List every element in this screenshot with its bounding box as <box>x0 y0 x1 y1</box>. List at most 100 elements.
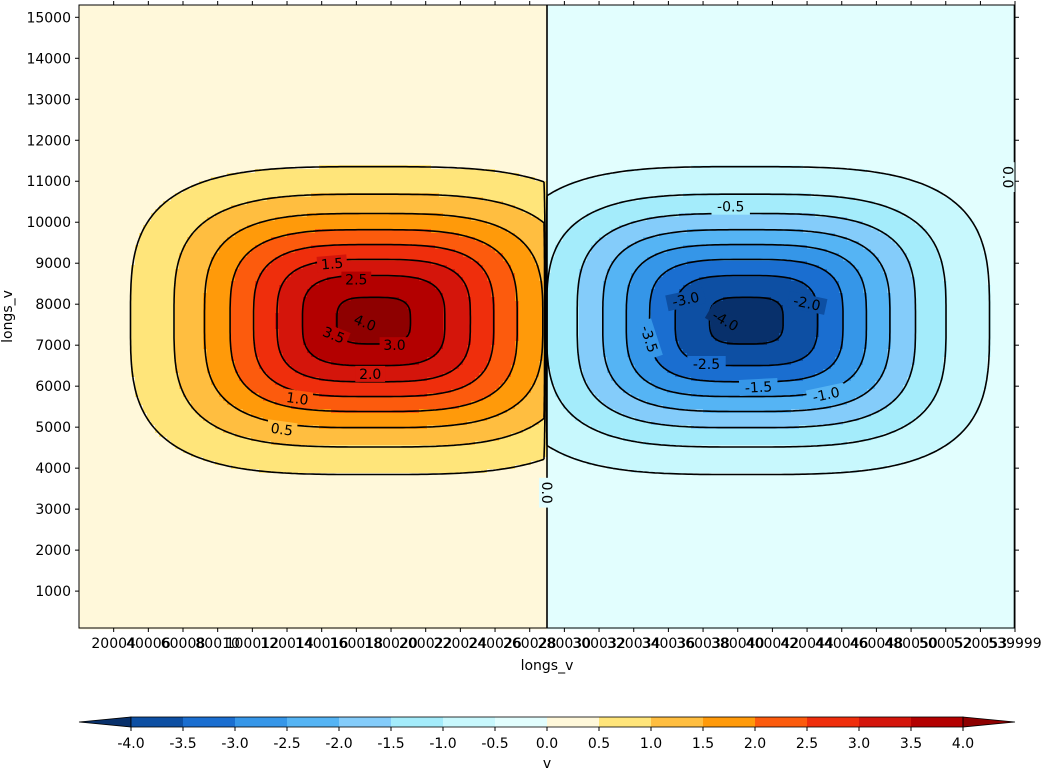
contour-fill-cell <box>119 5 124 10</box>
contour-fill-cell <box>91 13 96 18</box>
contour-fill-cell <box>127 69 132 74</box>
contour-fill-cell <box>527 9 532 14</box>
contour-fill-cell <box>279 89 284 94</box>
contour-fill-cell <box>679 33 684 38</box>
contour-fill-cell <box>363 85 368 90</box>
contour-fill-cell <box>759 25 764 30</box>
contour-fill-cell <box>299 37 304 42</box>
contour-fill-cell <box>619 29 624 34</box>
contour-fill-cell <box>167 29 172 34</box>
contour-fill-cell <box>951 41 956 46</box>
contour-fill-cell <box>347 77 352 82</box>
contour-fill-cell <box>427 17 432 22</box>
contour-fill-cell <box>851 61 856 66</box>
contour-fill-cell <box>563 29 568 34</box>
contour-fill-cell <box>375 61 380 66</box>
contour-fill-cell <box>679 13 684 18</box>
contour-fill-cell <box>163 9 168 14</box>
contour-fill-cell <box>791 85 796 90</box>
contour-fill-cell <box>899 41 904 46</box>
contour-fill-cell <box>459 73 464 78</box>
contour-fill-cell <box>331 37 336 42</box>
contour-fill-cell <box>755 77 760 82</box>
contour-fill-cell <box>1003 29 1008 34</box>
contour-fill-cell <box>335 89 340 94</box>
contour-fill-cell <box>743 13 748 18</box>
contour-fill-cell <box>639 29 644 34</box>
contour-fill-cell <box>907 13 912 18</box>
contour-fill-cell <box>223 53 228 58</box>
contour-fill-cell <box>899 65 904 70</box>
contour-fill-cell <box>295 49 300 54</box>
contour-fill-cell <box>715 37 720 42</box>
contour-fill-cell <box>91 61 96 66</box>
contour-fill-cell <box>87 5 92 10</box>
contour-fill-cell <box>627 69 632 74</box>
contour-fill-cell <box>959 53 964 58</box>
contour-fill-cell <box>287 5 292 10</box>
contour-fill-cell <box>667 21 672 26</box>
contour-fill-cell <box>183 65 188 70</box>
contour-fill-cell <box>603 77 608 82</box>
contour-fill-cell <box>467 5 472 10</box>
contour-fill-cell <box>515 61 520 66</box>
contour-fill-cell <box>511 33 516 38</box>
contour-fill-cell <box>647 69 652 74</box>
contour-fill-cell <box>691 25 696 30</box>
contour-fill-cell <box>231 9 236 14</box>
contour-fill-cell <box>855 53 860 58</box>
contour-fill-cell <box>815 21 820 26</box>
contour-fill-cell <box>263 21 268 26</box>
contour-fill-cell <box>355 41 360 46</box>
contour-fill-cell <box>955 77 960 82</box>
contour-fill-cell <box>915 81 920 86</box>
contour-fill-cell <box>995 53 1000 58</box>
contour-fill-cell <box>87 61 92 66</box>
contour-fill-cell <box>899 17 904 22</box>
contour-fill-cell <box>199 81 204 86</box>
contour-fill-cell <box>99 65 104 70</box>
contour-fill-cell <box>931 61 936 66</box>
contour-fill-cell <box>499 45 504 50</box>
contour-fill-cell <box>959 45 964 50</box>
contour-fill-cell <box>407 77 412 82</box>
contour-fill-cell <box>915 45 920 50</box>
contour-fill-cell <box>767 77 772 82</box>
contour-fill-cell <box>391 69 396 74</box>
contour-fill-cell <box>283 21 288 26</box>
contour-fill-cell <box>599 13 604 18</box>
contour-fill-cell <box>719 73 724 78</box>
contour-fill-cell <box>211 77 216 82</box>
contour-fill-cell <box>943 37 948 42</box>
contour-fill-cell <box>751 9 756 14</box>
contour-fill-cell <box>371 17 376 22</box>
contour-fill-cell <box>967 69 972 74</box>
contour-fill-cell <box>355 77 360 82</box>
contour-fill-cell <box>579 13 584 18</box>
contour-fill-cell <box>243 49 248 54</box>
contour-fill-cell <box>795 25 800 30</box>
contour-fill-cell <box>907 37 912 42</box>
contour-fill-cell <box>667 77 672 82</box>
contour-fill-cell <box>487 57 492 62</box>
contour-fill-cell <box>267 13 272 18</box>
contour-fill-cell <box>351 17 356 22</box>
contour-fill-cell <box>867 17 872 22</box>
contour-fill-cell <box>171 17 176 22</box>
contour-fill-cell <box>203 9 208 14</box>
contour-fill-cell <box>671 57 676 62</box>
contour-fill-cell <box>167 65 172 70</box>
contour-fill-cell <box>635 65 640 70</box>
contour-fill-cell <box>419 37 424 42</box>
contour-fill-cell <box>379 61 384 66</box>
contour-fill-cell <box>723 5 728 10</box>
contour-fill-cell <box>183 73 188 78</box>
contour-fill-cell <box>271 49 276 54</box>
contour-fill-cell <box>739 13 744 18</box>
contour-fill-cell <box>211 33 216 38</box>
contour-fill-cell <box>199 69 204 74</box>
contour-fill-cell <box>787 85 792 90</box>
contour-fill-cell <box>187 69 192 74</box>
contour-fill-cell <box>947 45 952 50</box>
contour-fill-cell <box>443 9 448 14</box>
